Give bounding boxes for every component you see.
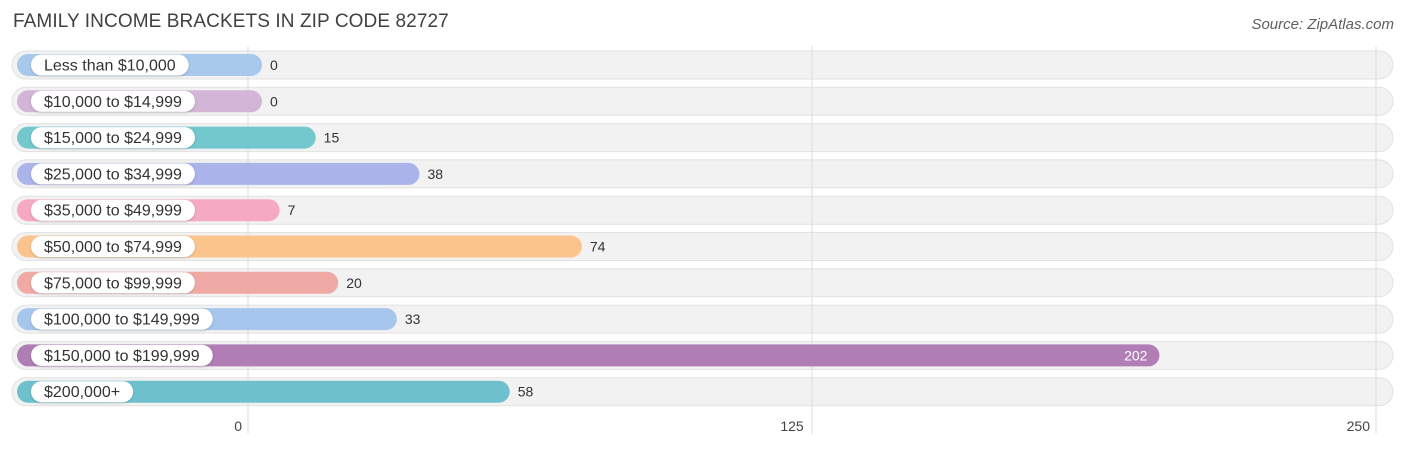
category-label: $150,000 to $199,999	[44, 348, 200, 365]
category-label: $35,000 to $49,999	[44, 203, 182, 220]
value-label: 7	[288, 202, 296, 218]
category-label-pill	[31, 54, 189, 76]
category-label-pill	[31, 308, 213, 330]
value-label: 20	[346, 275, 362, 291]
value-label: 33	[405, 311, 421, 327]
bar	[17, 380, 510, 403]
value-label: 15	[324, 130, 340, 146]
category-label-pill	[31, 236, 195, 257]
bar-track	[11, 195, 1394, 225]
x-tick-label: 250	[1347, 418, 1371, 434]
category-label-pill	[31, 381, 134, 403]
bar-track	[11, 50, 1394, 80]
value-label: 58	[518, 384, 534, 400]
category-label-pill	[31, 163, 195, 185]
category-label: $75,000 to $99,999	[44, 275, 182, 292]
bar-track	[11, 86, 1394, 116]
bar-track	[11, 123, 1394, 153]
bar-track	[11, 268, 1394, 298]
chart-title: FAMILY INCOME BRACKETS IN ZIP CODE 82727	[13, 11, 449, 32]
x-tick-label: 125	[780, 418, 804, 434]
category-label: $200,000+	[44, 384, 120, 401]
source-note: Source: ZipAtlas.com	[1251, 16, 1394, 33]
category-label: $50,000 to $74,999	[44, 239, 182, 256]
value-label: 0	[270, 93, 278, 109]
category-label: Less than $10,000	[44, 58, 176, 75]
category-label: $100,000 to $149,999	[44, 312, 200, 329]
category-label-pill	[31, 344, 213, 366]
category-label-pill	[31, 199, 195, 221]
category-label: $25,000 to $34,999	[44, 166, 182, 183]
value-label: 74	[590, 239, 606, 255]
category-label: $10,000 to $14,999	[44, 94, 182, 111]
category-label: $15,000 to $24,999	[44, 130, 182, 147]
category-label-pill	[31, 90, 195, 112]
value-label: 38	[427, 166, 443, 182]
category-label-pill	[31, 272, 195, 294]
value-label: 0	[270, 57, 278, 73]
x-tick-label: 0	[234, 418, 242, 434]
category-label-pill	[31, 127, 195, 149]
value-label: 202	[1124, 347, 1148, 363]
bar	[17, 344, 1160, 367]
